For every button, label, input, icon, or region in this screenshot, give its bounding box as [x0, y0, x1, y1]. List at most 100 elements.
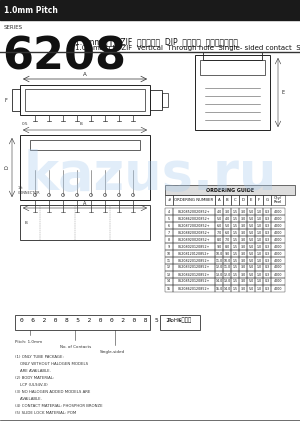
Bar — [223, 222, 231, 229]
Bar — [173, 271, 215, 278]
Bar — [247, 243, 255, 250]
Bar — [165, 222, 173, 229]
Text: B: B — [25, 221, 28, 224]
Bar — [30, 140, 140, 150]
Text: ORDERING NUMBER: ORDERING NUMBER — [174, 198, 214, 202]
Bar — [271, 285, 285, 292]
Bar — [239, 236, 247, 243]
Text: 5.0: 5.0 — [248, 216, 253, 221]
Text: (2) BODY MATERIAL:: (2) BODY MATERIAL: — [15, 376, 54, 380]
Text: 7: 7 — [168, 230, 170, 235]
Text: 4000: 4000 — [274, 216, 282, 221]
Bar — [255, 264, 263, 271]
Text: 3.0: 3.0 — [240, 280, 246, 283]
Text: 8.0: 8.0 — [224, 244, 230, 249]
Text: 3.0: 3.0 — [224, 210, 230, 213]
Text: 12.0: 12.0 — [224, 272, 231, 277]
Bar — [15, 315, 150, 330]
Bar — [173, 195, 215, 205]
Bar — [263, 195, 271, 205]
Text: D: D — [4, 166, 10, 170]
Text: 5.0: 5.0 — [248, 244, 253, 249]
Bar — [239, 229, 247, 236]
Text: 4000: 4000 — [274, 238, 282, 241]
Text: A: A — [218, 198, 220, 202]
Bar — [271, 278, 285, 285]
Bar — [165, 250, 173, 257]
Bar — [165, 271, 173, 278]
Bar — [231, 264, 239, 271]
Text: 4000: 4000 — [274, 286, 282, 291]
Text: 5.0: 5.0 — [248, 210, 253, 213]
Text: #: # — [167, 198, 171, 202]
Bar — [223, 236, 231, 243]
Bar — [215, 264, 223, 271]
Text: 10: 10 — [167, 252, 171, 255]
Bar — [231, 215, 239, 222]
Text: 1.0: 1.0 — [256, 238, 262, 241]
Bar — [20, 85, 150, 115]
Bar — [20, 135, 150, 200]
Bar — [239, 264, 247, 271]
Bar — [255, 278, 263, 285]
Text: (5) SLIDE LOCK MATERIAL: POM: (5) SLIDE LOCK MATERIAL: POM — [15, 411, 76, 415]
Text: 1st
CONNECTOR: 1st CONNECTOR — [18, 187, 40, 195]
Bar — [223, 285, 231, 292]
Text: 1.0: 1.0 — [256, 258, 262, 263]
Bar — [173, 208, 215, 215]
Text: (3) NO HALOGEN ADDED MODELS ARE: (3) NO HALOGEN ADDED MODELS ARE — [15, 390, 90, 394]
Bar — [231, 195, 239, 205]
Text: 11.0: 11.0 — [215, 258, 223, 263]
Text: 5.0: 5.0 — [248, 230, 253, 235]
Bar — [255, 243, 263, 250]
Text: 5.0: 5.0 — [248, 258, 253, 263]
Bar — [215, 278, 223, 285]
Text: SERIES: SERIES — [4, 25, 23, 30]
Text: 14: 14 — [167, 280, 171, 283]
Bar — [231, 250, 239, 257]
Bar — [215, 250, 223, 257]
Text: 1.0: 1.0 — [256, 252, 262, 255]
Bar — [223, 243, 231, 250]
Text: B: B — [226, 198, 228, 202]
Bar — [165, 243, 173, 250]
Bar — [271, 236, 285, 243]
Bar — [263, 243, 271, 250]
Bar — [255, 271, 263, 278]
Text: ARE AVAILABLE.: ARE AVAILABLE. — [15, 369, 51, 373]
Text: 4000: 4000 — [274, 266, 282, 269]
Bar — [271, 195, 285, 205]
Text: 1.5: 1.5 — [232, 286, 238, 291]
Text: 0.3: 0.3 — [264, 252, 270, 255]
Text: 1.0: 1.0 — [256, 210, 262, 213]
Bar — [173, 243, 215, 250]
Bar — [271, 257, 285, 264]
Bar — [25, 89, 145, 111]
Text: No. of Contacts: No. of Contacts — [60, 345, 91, 349]
Text: 1.0: 1.0 — [256, 272, 262, 277]
Bar — [231, 285, 239, 292]
Text: 4000: 4000 — [274, 258, 282, 263]
Bar — [271, 250, 285, 257]
Bar — [239, 243, 247, 250]
Bar — [173, 229, 215, 236]
Bar — [231, 257, 239, 264]
Text: 4: 4 — [168, 210, 170, 213]
Bar — [173, 264, 215, 271]
Text: 10.0: 10.0 — [215, 252, 223, 255]
Bar — [239, 250, 247, 257]
Bar — [223, 215, 231, 222]
Bar — [215, 285, 223, 292]
Text: 3.0: 3.0 — [240, 286, 246, 291]
Bar — [173, 278, 215, 285]
Text: B: B — [80, 122, 83, 126]
Text: 7.0: 7.0 — [216, 230, 222, 235]
Text: 0.3: 0.3 — [264, 230, 270, 235]
Bar — [160, 315, 200, 330]
Bar — [0, 0, 300, 20]
Text: 4000: 4000 — [274, 280, 282, 283]
Text: 1.0: 1.0 — [256, 280, 262, 283]
Text: 5.0: 5.0 — [248, 238, 253, 241]
Text: C: C — [234, 198, 236, 202]
Bar — [231, 236, 239, 243]
